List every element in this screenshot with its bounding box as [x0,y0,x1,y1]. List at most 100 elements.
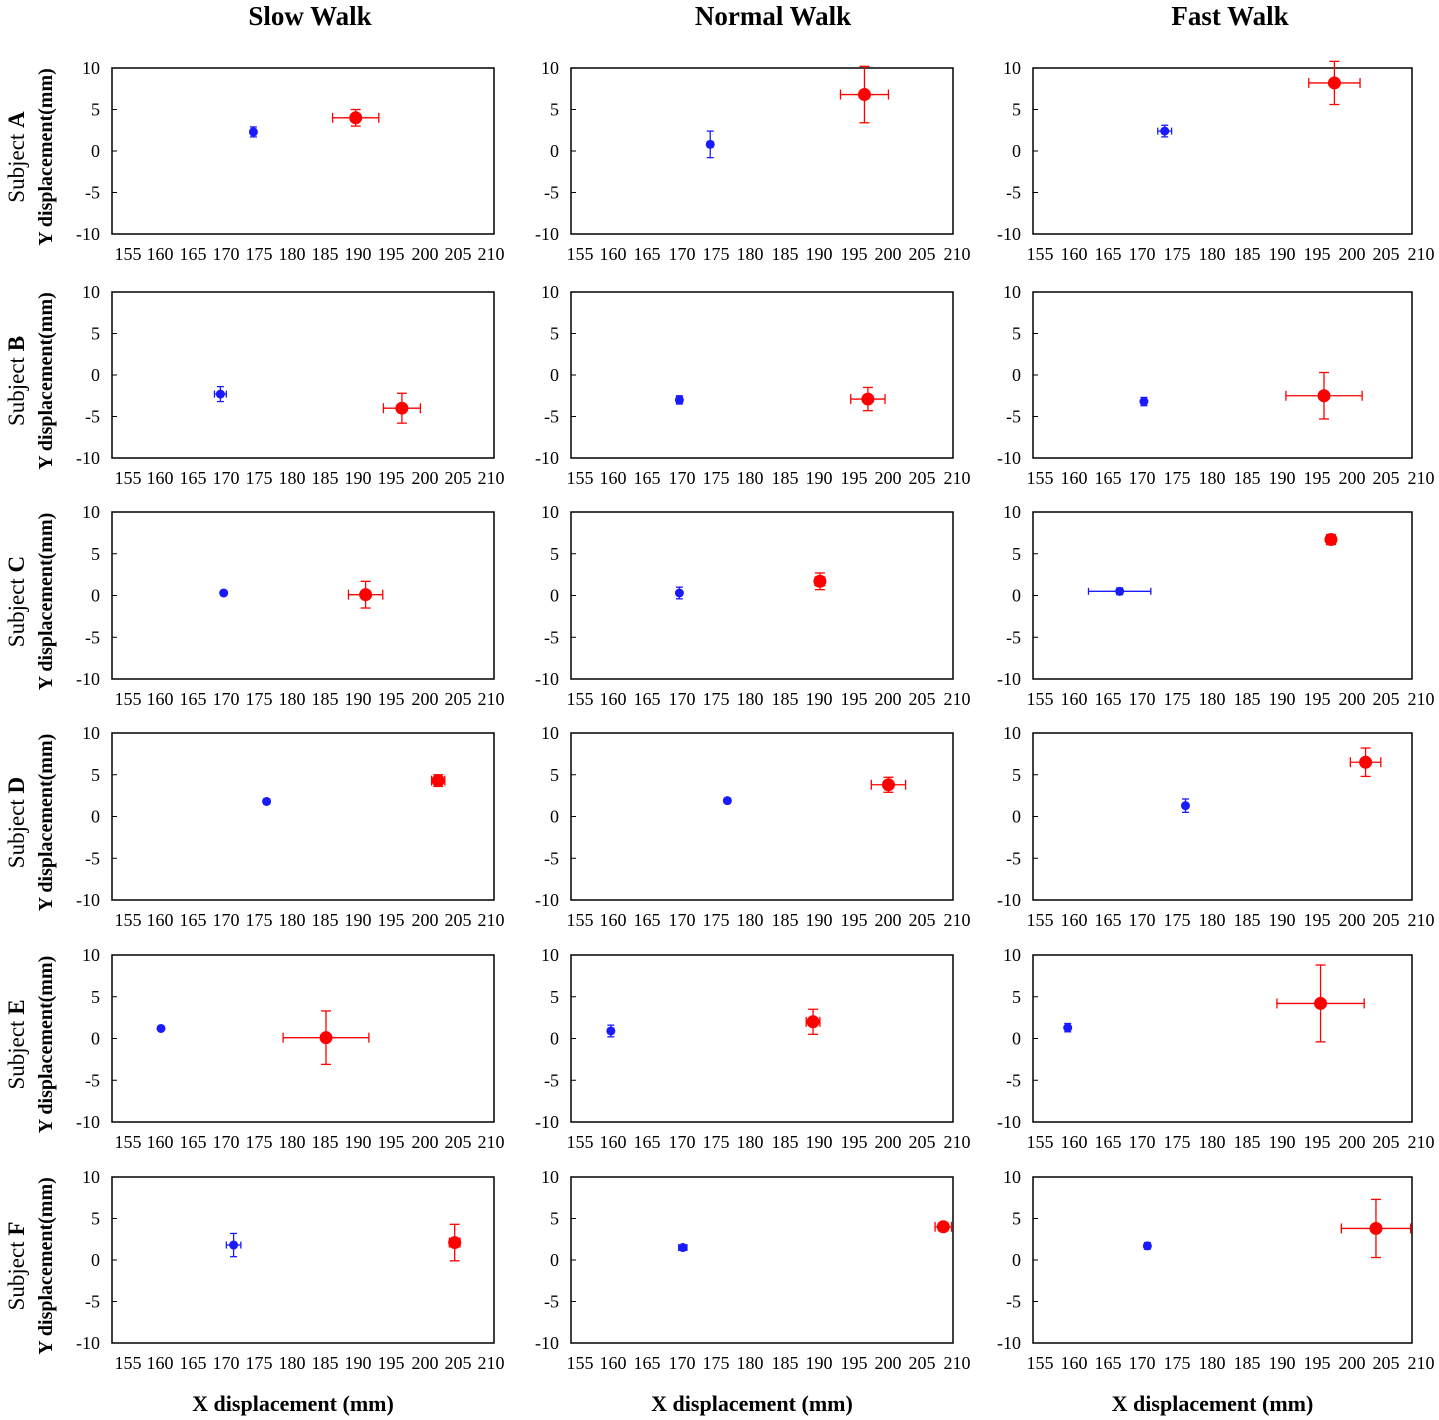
y-tick-label: 0 [550,807,559,827]
x-tick-label: 190 [345,1132,372,1152]
row-label-letter: F [4,1222,29,1236]
x-tick-label: 180 [1199,468,1226,488]
y-tick-label: -5 [85,183,100,203]
x-tick-label: 175 [246,1132,273,1152]
y-tick-label: -5 [544,627,559,647]
x-tick-label: 175 [703,468,730,488]
x-tick-label: 170 [213,244,240,264]
panel-d-3: 10 5 0 -5 -10 155 160 165 170 175 180 185 190 195 200 2… [997,723,1435,930]
row-label-prefix: Subject [4,1236,29,1311]
y-tick-label: 0 [1012,586,1021,606]
red-marker [319,1031,333,1045]
y-tick-label: 0 [91,365,100,385]
x-tick-label: 195 [378,1353,405,1373]
panel-e-3: 10 5 0 -5 -10 155 160 165 170 175 180 185 190 195 200 2… [997,945,1435,1152]
x-tick-label: 155 [115,468,142,488]
panels: 10 5 0 -5 -10 155 160 165 170 175 180 185 190 195 200 2… [76,58,1435,1373]
x-tick-label: 170 [669,910,696,930]
y-tick-label: 5 [91,324,100,344]
x-tick-label: 200 [875,1353,902,1373]
panel-f-1: 10 5 0 -5 -10 155 160 165 170 175 180 185 190 195 200 2… [76,1167,505,1373]
x-tick-label: 170 [213,1353,240,1373]
x-tick-label: 190 [1269,244,1296,264]
blue-point-b-2 [674,395,684,405]
panel-b-2: 10 5 0 -5 -10 155 160 165 170 175 180 185 190 195 200 2… [535,282,971,488]
red-point-c-1 [347,580,384,609]
panel-b-3: 10 5 0 -5 -10 155 160 165 170 175 180 185 190 195 200 2… [997,282,1435,488]
x-tick-label: 180 [737,689,764,709]
x-tick-label: 190 [1269,689,1296,709]
y-tick-label: 5 [550,100,559,120]
panel-a-3: 10 5 0 -5 -10 155 160 165 170 175 180 185 190 195 200 2… [997,58,1435,264]
x-tick-label: 210 [478,910,505,930]
row-label-subject-f: Subject F [4,1222,29,1311]
x-tick-label: 160 [600,689,627,709]
x-tick-label: 200 [1339,468,1366,488]
red-marker [1314,996,1328,1010]
panel-d-1: 10 5 0 -5 -10 155 160 165 170 175 180 185 190 195 200 2… [76,723,505,930]
y-tick-label: -10 [535,1333,559,1353]
y-tick-label: -5 [1006,848,1021,868]
x-tick-label: 170 [213,689,240,709]
blue-point-b-3 [1139,396,1149,407]
y-tick-label: -10 [535,1112,559,1132]
x-tick-label: 195 [378,910,405,930]
y-tick-label: 10 [541,1167,559,1187]
y-axis-label: Y displacement(mm) [35,734,57,912]
x-tick-label: 205 [445,244,472,264]
y-tick-label: -5 [544,407,559,427]
x-tick-label: 155 [567,1353,594,1373]
y-tick-label: -10 [997,448,1021,468]
x-tick-label: 165 [634,910,661,930]
y-tick-label: 10 [82,1167,100,1187]
x-tick-label: 190 [806,1132,833,1152]
row-label-prefix: Subject [4,572,29,647]
x-tick-label: 170 [1129,244,1156,264]
x-tick-label: 160 [600,468,627,488]
y-tick-label: 5 [1012,324,1021,344]
blue-point-d-1 [262,796,272,806]
blue-point-f-1 [225,1232,242,1258]
x-tick-label: 185 [312,689,339,709]
x-tick-label: 160 [147,1132,174,1152]
blue-marker [1063,1023,1073,1033]
red-marker [1317,389,1331,403]
x-tick-label: 195 [378,468,405,488]
x-tick-label: 200 [412,689,439,709]
y-tick-label: 0 [91,1029,100,1049]
blue-marker [156,1023,166,1033]
x-tick-label: 160 [147,689,174,709]
x-tick-label: 205 [445,910,472,930]
y-tick-label: -10 [535,890,559,910]
x-tick-label: 180 [279,468,306,488]
x-tick-label: 190 [1269,910,1296,930]
row-label-letter: B [4,336,29,351]
x-tick-label: 200 [1339,910,1366,930]
y-tick-label: -5 [85,1070,100,1090]
y-axis-label: Y displacement(mm) [35,292,57,470]
x-tick-label: 195 [378,1132,405,1152]
x-tick-label: 175 [246,1353,273,1373]
plot-frame [1032,732,1413,901]
x-tick-label: 155 [1027,689,1054,709]
x-tick-label: 160 [600,244,627,264]
x-tick-label: 205 [1373,689,1400,709]
x-tick-label: 195 [841,1132,868,1152]
red-marker [448,1236,462,1250]
blue-point-a-3 [1157,124,1173,138]
x-tick-label: 180 [279,1132,306,1152]
red-marker [431,774,445,788]
x-tick-label: 205 [445,1353,472,1373]
plot-frame [570,511,954,680]
y-tick-label: 10 [1003,1167,1021,1187]
x-tick-label: 210 [1408,244,1435,264]
plot-frame [570,732,954,901]
y-tick-label: 10 [82,58,100,78]
y-tick-label: 5 [1012,765,1021,785]
blue-marker [229,1240,239,1250]
x-tick-label: 205 [1373,1353,1400,1373]
row-label-subject-e: Subject E [4,999,29,1089]
x-tick-label: 180 [1199,1353,1226,1373]
y-tick-label: -10 [997,890,1021,910]
y-tick-label: 10 [82,282,100,302]
